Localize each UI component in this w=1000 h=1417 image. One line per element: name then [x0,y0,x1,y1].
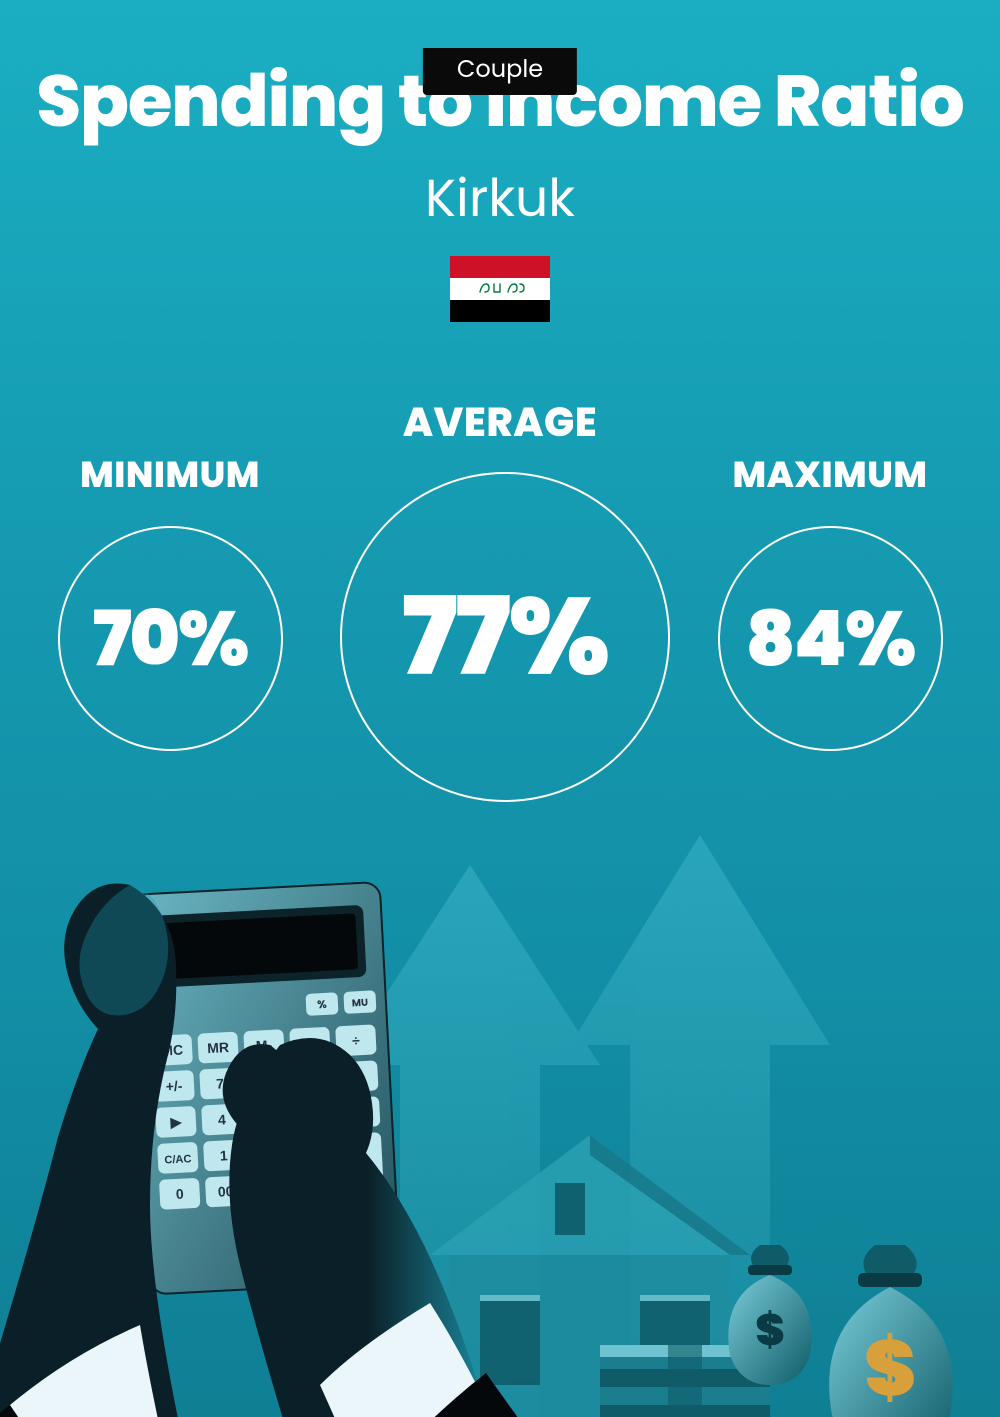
page-subtitle: Kirkuk [0,160,1000,238]
svg-text:00: 00 [217,1183,234,1200]
stat-average: AVERAGE 77% [340,392,660,802]
stat-average-circle: 77% [340,472,670,802]
stat-maximum-circle: 84% [718,526,943,751]
stat-average-label: AVERAGE [340,392,660,452]
svg-text:M+: M+ [300,1034,321,1051]
stat-minimum-value: 70% [93,581,248,696]
svg-text:×: × [353,1068,362,1084]
svg-text:$: $ [755,1300,784,1361]
svg-text:C/AC: C/AC [164,1153,192,1166]
svg-text:2: 2 [265,1145,274,1161]
svg-text:7: 7 [216,1075,225,1091]
stat-minimum-circle: 70% [58,526,283,751]
stat-minimum-label: MINIMUM [50,447,290,502]
svg-text:▶: ▶ [169,1114,183,1131]
svg-text:1: 1 [219,1147,228,1163]
svg-text:+/-: +/- [165,1078,183,1095]
svg-text:3: 3 [311,1142,320,1158]
stat-maximum-value: 84% [746,581,915,696]
svg-text:9: 9 [308,1071,317,1087]
stat-maximum-label: MAXIMUM [710,447,950,502]
category-badge: Couple [423,48,577,95]
stats-row: MINIMUM 70% AVERAGE 77% MAXIMUM 84% [0,392,1000,832]
stat-minimum: MINIMUM 70% [50,447,290,751]
svg-text:MC: MC [161,1041,184,1058]
stat-maximum: MAXIMUM 84% [710,447,950,751]
svg-text:MU: MU [351,995,368,1011]
svg-text:8: 8 [262,1073,271,1089]
svg-text:4: 4 [218,1111,227,1127]
svg-text:5: 5 [264,1109,273,1125]
svg-text:MR: MR [207,1039,230,1056]
svg-text:.: . [269,1181,274,1197]
svg-text:+: + [358,1160,367,1176]
svg-text:0: 0 [175,1186,184,1202]
svg-text:$: $ [864,1314,916,1417]
stat-average-value: 77% [402,556,608,718]
hero-illustration: $ $ % MU MC MR M- M+ ÷ [0,825,1000,1417]
flag-icon [450,256,550,322]
svg-text:%: % [317,996,328,1013]
svg-text:6: 6 [309,1106,318,1122]
svg-text:=: = [313,1178,322,1194]
svg-text:M-: M- [255,1037,272,1054]
category-badge-label: Couple [457,53,543,86]
svg-text:−: − [355,1104,364,1120]
svg-text:÷: ÷ [352,1032,361,1048]
